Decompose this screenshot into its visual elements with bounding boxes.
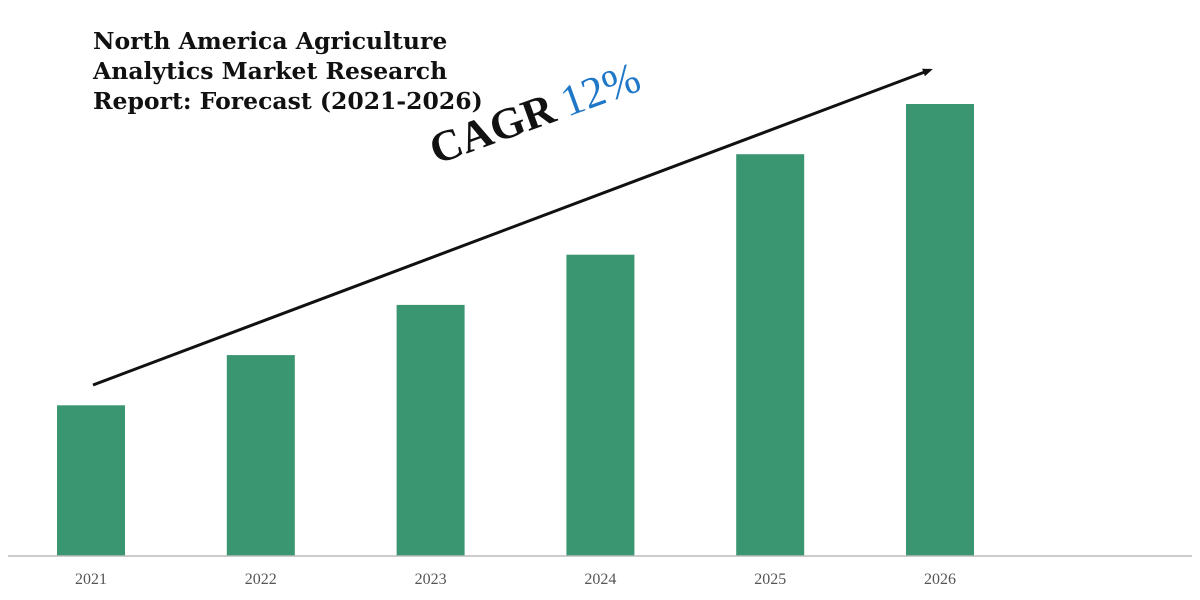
x-tick-label-2025: 2025 [754, 571, 786, 588]
chart-title-line-3: Report: Forecast (2021-2026) [93, 87, 483, 115]
bar-2025 [736, 154, 805, 556]
x-tick-label-2026: 2026 [924, 571, 956, 588]
bars [57, 104, 974, 556]
x-tick-label-2021: 2021 [75, 571, 107, 588]
chart-title: North America Agriculture Analytics Mark… [93, 26, 493, 116]
bar-2026 [906, 104, 974, 556]
x-tick-label-2024: 2024 [584, 571, 616, 588]
x-axis-ticks: 2021 2022 2023 2024 2025 2026 [75, 571, 956, 588]
chart-title-line-1: North America Agriculture [93, 27, 448, 55]
growth-trend-arrow [92, 68, 933, 387]
x-tick-label-2022: 2022 [245, 571, 277, 588]
x-tick-label-2023: 2023 [415, 571, 447, 588]
chart-title-line-2: Analytics Market Research [93, 57, 448, 85]
bar-2023 [396, 304, 465, 556]
bar-2024 [566, 254, 635, 556]
bar-2022 [226, 355, 295, 556]
bar-2021 [57, 405, 125, 556]
